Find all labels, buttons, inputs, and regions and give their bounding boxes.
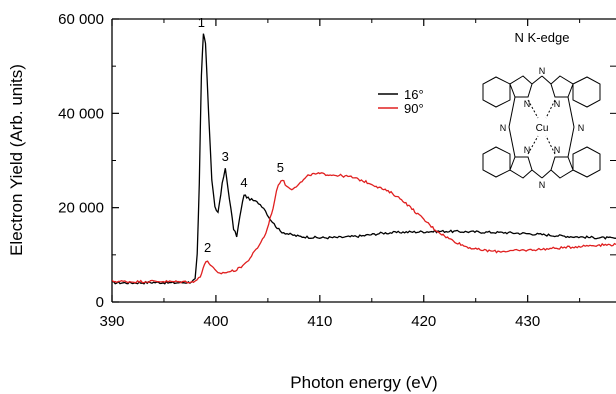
inset-title: N K-edge xyxy=(515,30,570,45)
series-layer xyxy=(112,33,616,285)
series-line-16 xyxy=(112,33,616,285)
y-tick-label: 0 xyxy=(96,294,104,311)
inset-nitrogen-label-bottom: N xyxy=(539,180,546,190)
inset-nitrogen-label-inner-tl: N xyxy=(524,99,531,109)
x-tick-label: 420 xyxy=(411,313,436,330)
x-axis-label: Photon energy (eV) xyxy=(290,373,437,392)
peak-label: 4 xyxy=(240,175,247,190)
y-tick-label: 20 000 xyxy=(58,200,104,217)
peak-label: 2 xyxy=(204,240,211,255)
phthalocyanine-structure-icon xyxy=(482,75,601,179)
peak-annotations: 1 2 34 5 xyxy=(198,15,284,255)
x-tick-label: 390 xyxy=(99,313,124,330)
inset-nitrogen-label-left: N xyxy=(500,123,507,133)
x-tick-label: 410 xyxy=(307,313,332,330)
peak-label: 5 xyxy=(277,160,284,175)
y-tick-label: 60 000 xyxy=(58,11,104,28)
peak-label: 3 xyxy=(222,149,229,164)
inset-nitrogen-label-inner-bl: N xyxy=(524,145,531,155)
y-axis-label: Electron Yield (Arb. units) xyxy=(7,64,26,256)
inset-molecule: N K-edge Cu N N xyxy=(482,30,601,190)
peak-label: 1 xyxy=(198,15,205,30)
inset-nitrogen-label-top: N xyxy=(539,66,546,76)
x-tick-label: 400 xyxy=(203,313,228,330)
inset-metal-label: Cu xyxy=(536,123,549,134)
series-line-90 xyxy=(112,172,616,284)
y-tick-label: 40 000 xyxy=(58,105,104,122)
legend-label-16: 16° xyxy=(404,87,424,102)
x-axis-ticks: 390 400 410 420 430 xyxy=(99,19,581,330)
inset-nitrogen-label-right: N xyxy=(578,123,585,133)
x-tick-label: 430 xyxy=(515,313,540,330)
y-axis-ticks: 0 20 000 40 000 60 000 xyxy=(58,11,119,311)
inset-nitrogen-label-inner-br: N xyxy=(554,145,561,155)
legend: 16° 90° xyxy=(378,87,424,116)
right-edge-ticks xyxy=(610,18,616,303)
legend-label-90: 90° xyxy=(404,101,424,116)
inset-nitrogen-label-inner-tr: N xyxy=(554,99,561,109)
